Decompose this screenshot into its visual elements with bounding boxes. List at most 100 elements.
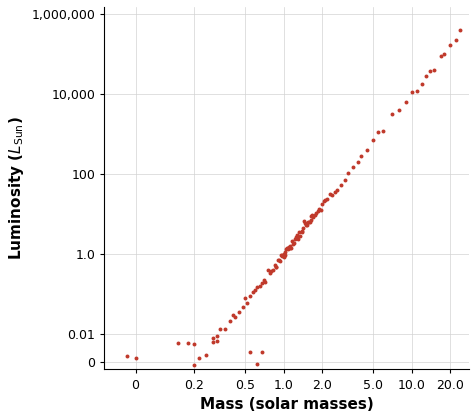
Point xyxy=(287,245,294,251)
Point xyxy=(379,127,387,134)
Point xyxy=(295,229,303,235)
Point xyxy=(305,219,313,226)
Point xyxy=(430,67,438,73)
Point xyxy=(307,213,315,220)
Point xyxy=(174,381,182,388)
Point xyxy=(292,233,300,240)
Point xyxy=(229,312,237,318)
Point xyxy=(302,221,310,228)
Point xyxy=(132,355,139,362)
Point xyxy=(281,249,289,256)
Point xyxy=(280,251,288,257)
Point xyxy=(261,279,269,285)
Point xyxy=(375,128,382,135)
Point xyxy=(446,42,454,49)
Point xyxy=(316,206,323,212)
Point xyxy=(231,313,239,320)
Point xyxy=(294,234,301,241)
Point xyxy=(196,355,203,362)
Point xyxy=(299,225,307,232)
Point xyxy=(184,371,192,378)
Point xyxy=(213,338,220,345)
Point xyxy=(162,398,169,404)
Point xyxy=(217,326,224,333)
Point xyxy=(264,266,271,273)
Point xyxy=(258,280,266,287)
Point xyxy=(345,170,352,176)
Point xyxy=(324,196,331,202)
Point xyxy=(280,253,288,260)
Point xyxy=(241,295,249,301)
Point xyxy=(308,212,316,218)
Point xyxy=(277,251,285,258)
Point xyxy=(285,244,293,251)
Point xyxy=(312,210,320,217)
X-axis label: Mass (solar masses): Mass (solar masses) xyxy=(200,397,374,412)
Point xyxy=(209,339,217,345)
Point xyxy=(290,240,298,246)
Point xyxy=(286,243,294,249)
Point xyxy=(294,236,302,243)
Point xyxy=(253,360,261,367)
Point xyxy=(288,238,296,244)
Point xyxy=(274,257,281,264)
Point xyxy=(278,251,286,258)
Point xyxy=(423,73,430,80)
Point xyxy=(354,159,362,166)
Point xyxy=(190,362,198,368)
Point xyxy=(311,212,318,219)
Point xyxy=(275,256,283,263)
Point xyxy=(307,217,315,223)
Point xyxy=(285,245,292,252)
Point xyxy=(314,207,322,214)
Point xyxy=(272,263,279,270)
Point xyxy=(291,236,298,243)
Point xyxy=(298,228,305,235)
Point xyxy=(243,299,251,306)
Point xyxy=(331,189,338,195)
Point xyxy=(413,88,421,95)
Point xyxy=(276,258,283,265)
Point xyxy=(284,246,292,252)
Point xyxy=(452,37,459,44)
Point xyxy=(437,52,445,59)
Point xyxy=(369,136,377,143)
Point xyxy=(278,252,286,259)
Point xyxy=(456,27,464,34)
Point xyxy=(364,147,371,153)
Point xyxy=(408,89,416,96)
Point xyxy=(337,181,345,188)
Point xyxy=(226,317,234,324)
Point xyxy=(300,218,308,225)
Point xyxy=(256,282,263,289)
Point xyxy=(203,352,210,358)
Point xyxy=(184,339,192,346)
Point xyxy=(321,197,329,204)
Point xyxy=(441,51,448,58)
Point xyxy=(239,303,247,310)
Point xyxy=(123,353,131,360)
Point xyxy=(283,245,291,251)
Point xyxy=(282,246,290,253)
Point xyxy=(293,231,301,238)
Point xyxy=(190,341,198,348)
Point xyxy=(266,270,274,277)
Point xyxy=(303,222,311,228)
Point xyxy=(357,153,365,160)
Point xyxy=(288,245,295,252)
Point xyxy=(289,240,297,247)
Point xyxy=(247,292,254,299)
Point xyxy=(235,308,243,315)
Point xyxy=(209,334,217,341)
Point xyxy=(251,287,259,293)
Point xyxy=(280,253,288,259)
Point xyxy=(304,219,312,225)
Point xyxy=(318,201,326,208)
Point xyxy=(273,263,280,270)
Point xyxy=(309,213,317,220)
Point xyxy=(317,207,325,213)
Point xyxy=(326,190,334,197)
Point xyxy=(320,197,327,204)
Point xyxy=(260,277,268,283)
Point xyxy=(268,267,275,274)
